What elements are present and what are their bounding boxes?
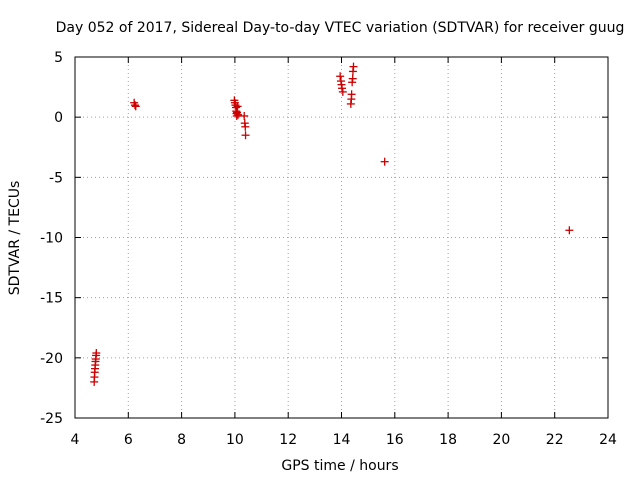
data-point [233, 102, 242, 111]
axis-ticks [74, 56, 609, 419]
data-points [90, 62, 574, 386]
y-tick-label: -25 [40, 411, 63, 427]
data-point [241, 122, 250, 131]
y-axis-label: SDTVAR / TECUs [7, 181, 23, 296]
x-tick-label: 16 [386, 432, 404, 448]
x-tick-label: 22 [546, 432, 564, 448]
y-tick-label: -15 [40, 291, 63, 307]
y-tick-label: 0 [54, 110, 63, 126]
data-point [130, 101, 139, 110]
y-tick-label: -20 [40, 351, 63, 367]
data-point [240, 111, 249, 120]
chart-title: Day 052 of 2017, Sidereal Day-to-day VTE… [56, 20, 625, 36]
x-tick-label: 10 [226, 432, 244, 448]
grid [75, 57, 608, 418]
data-point [338, 84, 347, 93]
y-tick-label: -10 [40, 231, 63, 247]
data-point [131, 102, 140, 111]
x-tick-label: 18 [439, 432, 457, 448]
data-point [92, 349, 101, 358]
data-point [348, 74, 357, 83]
data-point [336, 72, 345, 81]
x-tick-label: 20 [492, 432, 510, 448]
data-point [380, 157, 389, 166]
data-point [565, 226, 574, 235]
x-tick-label: 6 [124, 432, 133, 448]
y-tick-label: 5 [54, 50, 63, 66]
x-tick-label: 8 [177, 432, 186, 448]
data-point [338, 87, 347, 96]
x-tick-label: 4 [71, 432, 80, 448]
x-axis-label: GPS time / hours [281, 458, 398, 474]
data-point [347, 90, 356, 99]
tick-labels: 4 6 8 10 12 14 16 18 20 22 24 5 0 -5 -10 -15 -20 -25 [40, 50, 617, 448]
x-tick-label: 24 [599, 432, 617, 448]
y-tick-label: -5 [49, 170, 63, 186]
data-point [241, 131, 250, 140]
x-tick-label: 14 [333, 432, 351, 448]
data-point [349, 62, 358, 71]
x-tick-label: 12 [279, 432, 297, 448]
data-point [234, 110, 243, 119]
